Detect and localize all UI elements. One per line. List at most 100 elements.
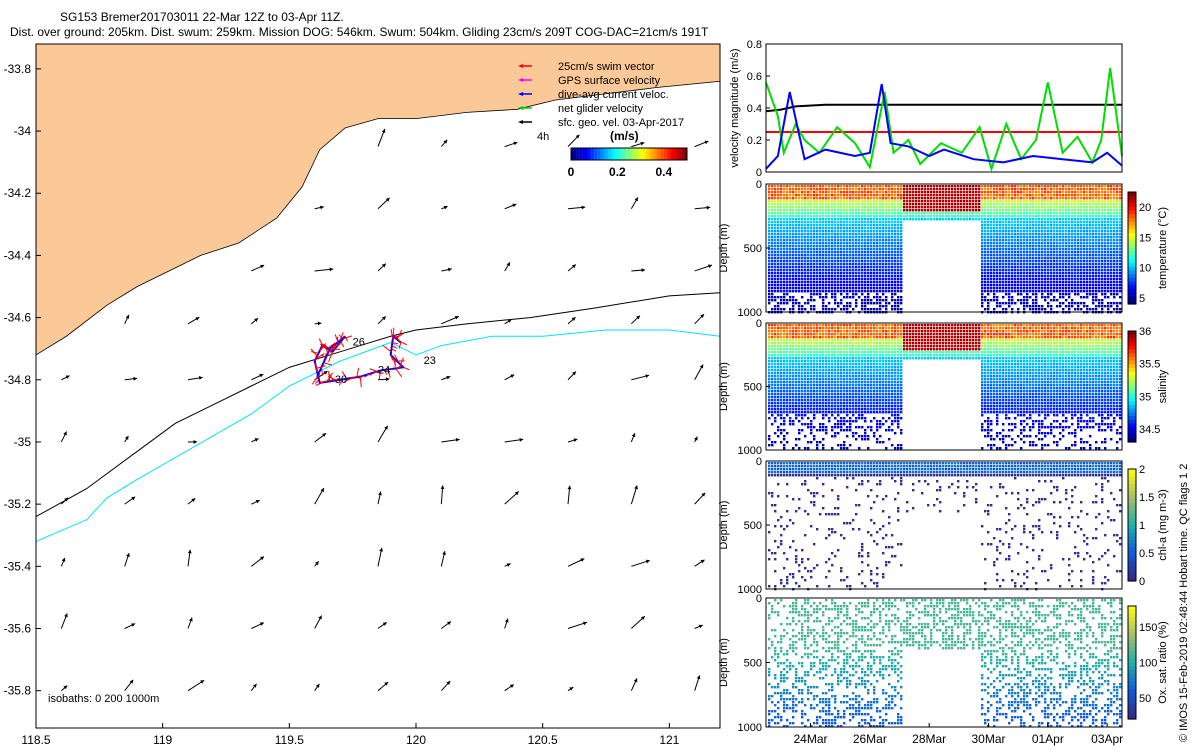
section-sample bbox=[774, 206, 777, 209]
section-sample bbox=[1011, 266, 1014, 269]
section-sample bbox=[783, 245, 786, 248]
section-sample bbox=[819, 393, 822, 396]
section-sample bbox=[771, 290, 774, 293]
section-sample bbox=[1029, 272, 1032, 275]
section-sample bbox=[810, 354, 813, 357]
map-colorbar-tick: 0.2 bbox=[609, 165, 626, 179]
section-sample bbox=[891, 224, 894, 227]
section-sample bbox=[789, 236, 792, 239]
section-sample bbox=[831, 281, 834, 284]
section-sample bbox=[783, 233, 786, 236]
section-sample bbox=[768, 251, 771, 254]
section-sample bbox=[990, 185, 993, 188]
section-sample bbox=[1107, 197, 1110, 200]
section-sample bbox=[1008, 221, 1011, 224]
section-sample bbox=[903, 212, 906, 215]
current-arrow bbox=[314, 683, 320, 691]
section-sample bbox=[996, 194, 999, 197]
swim-vector bbox=[328, 371, 331, 382]
section-sample bbox=[1095, 296, 1098, 299]
section-sample bbox=[993, 209, 996, 212]
section-sample bbox=[804, 372, 807, 375]
section-sample bbox=[807, 203, 810, 206]
section-sample bbox=[1035, 293, 1038, 296]
section-sample bbox=[882, 281, 885, 284]
section-sample bbox=[792, 423, 795, 426]
section-sample bbox=[795, 414, 798, 417]
section-sample bbox=[1104, 188, 1107, 191]
section-sample bbox=[1089, 290, 1092, 293]
section-sample bbox=[810, 257, 813, 260]
section-sample bbox=[777, 194, 780, 197]
section-sample bbox=[786, 266, 789, 269]
section-sample bbox=[804, 423, 807, 426]
section-sample bbox=[990, 254, 993, 257]
section-sample bbox=[807, 302, 810, 305]
section-sample bbox=[1023, 260, 1026, 263]
section-sample bbox=[918, 206, 921, 209]
section-sample bbox=[807, 209, 810, 212]
section-sample bbox=[987, 278, 990, 281]
section-sample bbox=[789, 233, 792, 236]
section-sample bbox=[879, 248, 882, 251]
section-sample bbox=[816, 293, 819, 296]
section-sample bbox=[1017, 260, 1020, 263]
section-sample bbox=[867, 242, 870, 245]
section-sample bbox=[975, 188, 978, 191]
section-sample bbox=[885, 251, 888, 254]
section-sample bbox=[846, 308, 849, 311]
map-ytick-label: -34.8 bbox=[4, 373, 32, 387]
section-sample bbox=[888, 260, 891, 263]
section-sample bbox=[882, 278, 885, 281]
section-sample bbox=[840, 239, 843, 242]
section-sample bbox=[1011, 278, 1014, 281]
section-sample bbox=[768, 257, 771, 260]
section-sample bbox=[1050, 194, 1053, 197]
section-sample bbox=[819, 372, 822, 375]
current-arrow bbox=[567, 371, 577, 381]
section-sample bbox=[819, 233, 822, 236]
section-sample bbox=[1104, 287, 1107, 290]
section-sample bbox=[1026, 302, 1029, 305]
section-sample bbox=[774, 209, 777, 212]
section-sample bbox=[801, 191, 804, 194]
section-sample bbox=[804, 188, 807, 191]
section-sample bbox=[879, 281, 882, 284]
section-sample bbox=[852, 218, 855, 221]
section-sample bbox=[1068, 227, 1071, 230]
section-sample bbox=[789, 351, 792, 354]
section-sample bbox=[795, 330, 798, 333]
section-sample bbox=[903, 185, 906, 188]
section-sample bbox=[837, 254, 840, 257]
section-sample bbox=[795, 390, 798, 393]
section-sample bbox=[771, 266, 774, 269]
section-sample bbox=[1086, 191, 1089, 194]
section-sample bbox=[861, 272, 864, 275]
current-arrow bbox=[504, 563, 511, 567]
section-sample bbox=[810, 351, 813, 354]
section-sample bbox=[1098, 290, 1101, 293]
section-sample bbox=[981, 266, 984, 269]
section-sample bbox=[771, 396, 774, 399]
section-sample bbox=[1008, 200, 1011, 203]
section-sample bbox=[786, 408, 789, 411]
section-sample bbox=[1029, 254, 1032, 257]
section-sample bbox=[1068, 308, 1071, 311]
section-sample bbox=[783, 242, 786, 245]
section-sample bbox=[777, 429, 780, 432]
section-sample bbox=[978, 194, 981, 197]
section-sample bbox=[807, 230, 810, 233]
section-sample bbox=[876, 287, 879, 290]
section-sample bbox=[837, 206, 840, 209]
section-sample bbox=[774, 351, 777, 354]
section-sample bbox=[810, 324, 813, 327]
section-colorbar-swatch bbox=[1128, 218, 1136, 223]
section-sample bbox=[855, 266, 858, 269]
section-sample bbox=[1083, 233, 1086, 236]
section-sample bbox=[1065, 260, 1068, 263]
section-sample bbox=[1050, 275, 1053, 278]
section-sample bbox=[999, 278, 1002, 281]
section-sample bbox=[1008, 206, 1011, 209]
section-sample bbox=[906, 203, 909, 206]
section-sample bbox=[1020, 248, 1023, 251]
